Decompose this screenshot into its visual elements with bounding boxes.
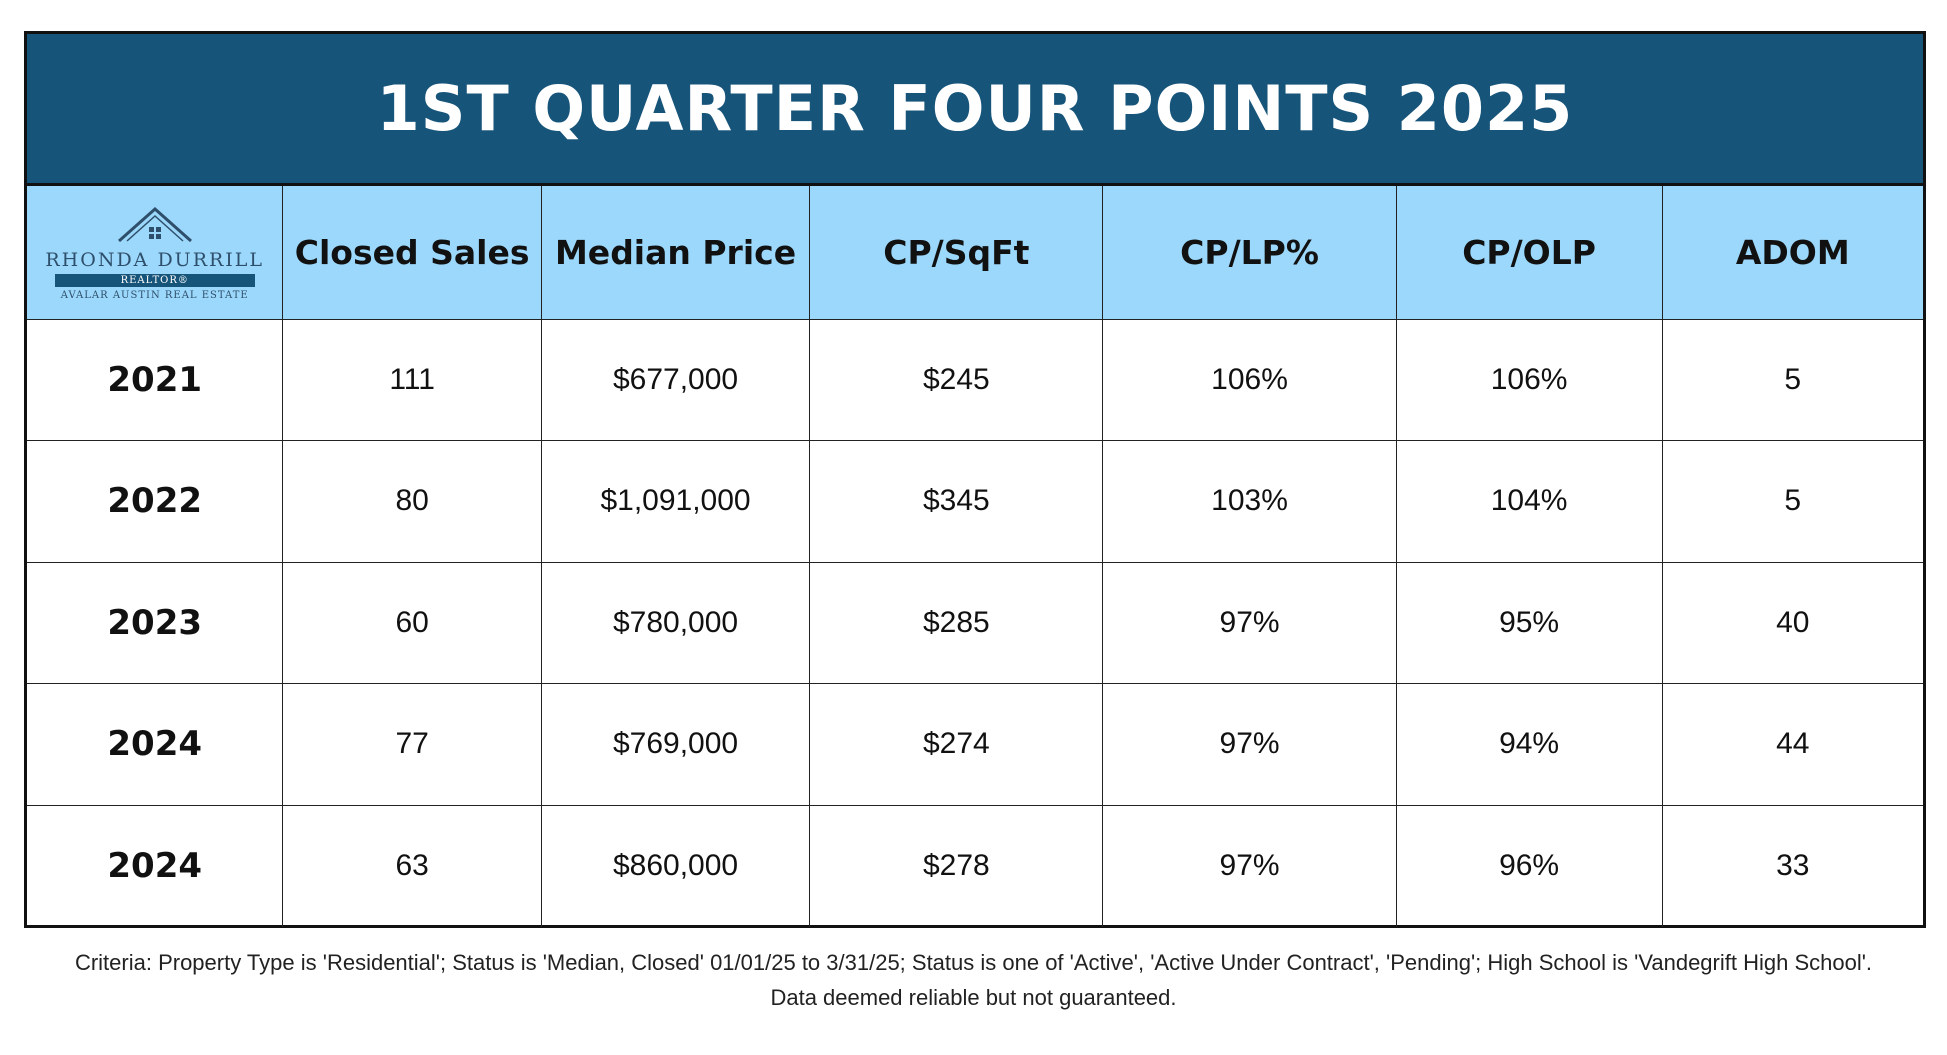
table-row: 2021 111 $677,000 $245 106% 106% 5	[27, 318, 1923, 441]
column-header: Closed Sales	[282, 186, 542, 320]
table-row: 2024 63 $860,000 $278 97% 96% 33	[27, 804, 1923, 927]
row-year: 2024	[27, 804, 284, 927]
table-cell: 33	[1661, 804, 1923, 927]
table-cell: 104%	[1395, 440, 1663, 563]
column-header: CP/OLP	[1395, 186, 1663, 320]
row-year: 2024	[27, 683, 284, 806]
table-cell: 97%	[1102, 683, 1397, 806]
house-logo-icon	[117, 207, 192, 243]
logo-cell: RHONDA DURRILL REALTOR® AVALAR AUSTIN RE…	[27, 186, 284, 320]
column-header: CP/SqFt	[809, 186, 1104, 320]
table-cell: 94%	[1395, 683, 1663, 806]
table-cell: $274	[809, 683, 1104, 806]
table-cell: 103%	[1102, 440, 1397, 563]
column-header: Median Price	[540, 186, 811, 320]
table-cell: 111	[282, 318, 542, 441]
table-cell: $278	[809, 804, 1104, 927]
column-header: ADOM	[1661, 186, 1923, 320]
column-header: CP/LP%	[1102, 186, 1397, 320]
row-year: 2023	[27, 561, 284, 684]
table-cell: $345	[809, 440, 1104, 563]
logo-subtitle: AVALAR AUSTIN REAL ESTATE	[60, 290, 249, 302]
table-cell: $780,000	[540, 561, 811, 684]
table-cell: 106%	[1102, 318, 1397, 441]
header-row: RHONDA DURRILL REALTOR® AVALAR AUSTIN RE…	[27, 186, 1923, 320]
table-cell: $769,000	[540, 683, 811, 806]
table-row: 2023 60 $780,000 $285 97% 95% 40	[27, 561, 1923, 684]
title-bar: 1ST QUARTER FOUR POINTS 2025	[27, 34, 1923, 186]
logo-name: RHONDA DURRILL	[45, 249, 265, 272]
table-cell: 80	[282, 440, 542, 563]
table-cell: 5	[1661, 318, 1923, 441]
table-cell: 44	[1661, 683, 1923, 806]
realtor-logo: RHONDA DURRILL REALTOR® AVALAR AUSTIN RE…	[27, 203, 282, 301]
table-cell: 97%	[1102, 561, 1397, 684]
table-cell: $860,000	[540, 804, 811, 927]
table-row: 2022 80 $1,091,000 $345 103% 104% 5	[27, 440, 1923, 563]
page-title: 1ST QUARTER FOUR POINTS 2025	[376, 72, 1574, 145]
table-row: 2024 77 $769,000 $274 97% 94% 44	[27, 683, 1923, 806]
row-year: 2022	[27, 440, 284, 563]
table-cell: 97%	[1102, 804, 1397, 927]
table-cell: 5	[1661, 440, 1923, 563]
stats-table-frame: 1ST QUARTER FOUR POINTS 2025	[24, 31, 1926, 928]
table-cell: $245	[809, 318, 1104, 441]
table-cell: 96%	[1395, 804, 1663, 927]
table-cell: 63	[282, 804, 542, 927]
criteria-footnote: Criteria: Property Type is 'Residential'…	[74, 950, 1873, 1010]
table-cell: 106%	[1395, 318, 1663, 441]
table-cell: 77	[282, 683, 542, 806]
table-cell: $677,000	[540, 318, 811, 441]
row-year: 2021	[27, 318, 284, 441]
table-cell: $1,091,000	[540, 440, 811, 563]
table-cell: 40	[1661, 561, 1923, 684]
table-cell: 60	[282, 561, 542, 684]
table-cell: 95%	[1395, 561, 1663, 684]
table-cell: $285	[809, 561, 1104, 684]
logo-band: REALTOR®	[54, 274, 255, 288]
stats-table: RHONDA DURRILL REALTOR® AVALAR AUSTIN RE…	[27, 186, 1923, 927]
